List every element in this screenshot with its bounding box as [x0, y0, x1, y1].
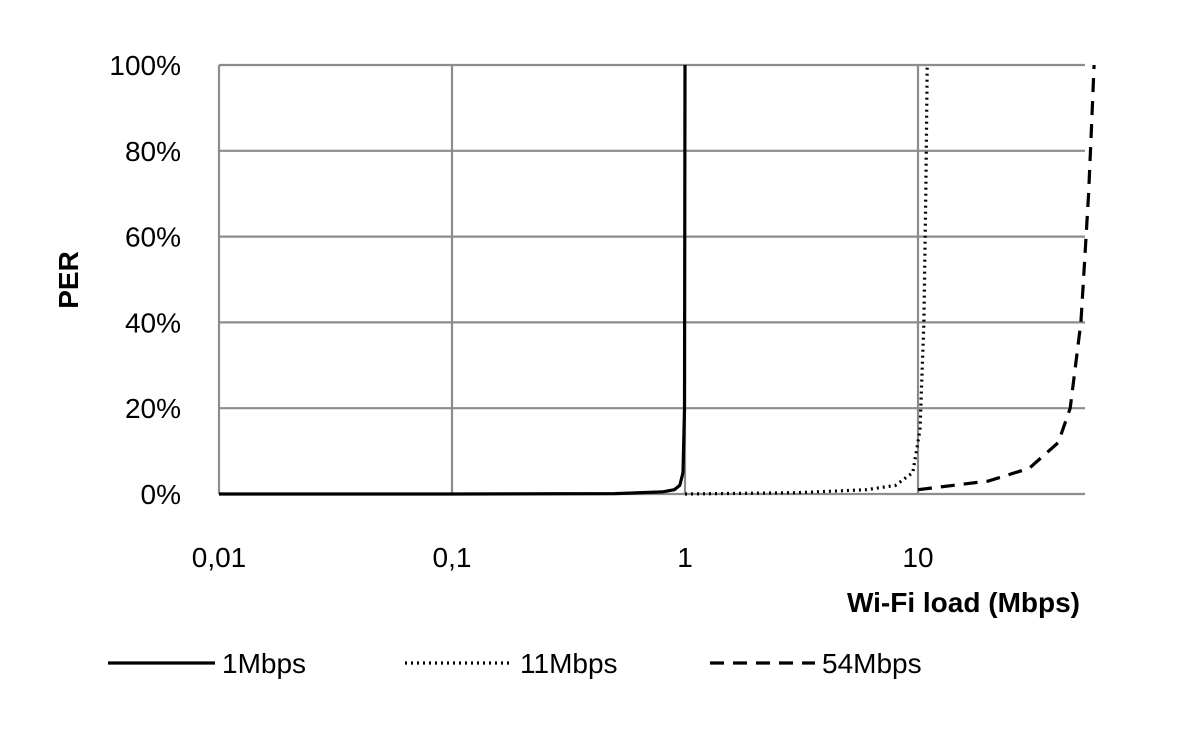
grid — [217, 63, 1085, 496]
legend-label-1Mbps: 1Mbps — [222, 648, 306, 679]
series-line-1Mbps — [219, 64, 687, 496]
y-tick-label: 100% — [109, 50, 181, 81]
x-axis-title: Wi-Fi load (Mbps) — [847, 587, 1080, 618]
y-tick-label: 0% — [141, 479, 181, 510]
series-layer — [219, 64, 1096, 496]
x-tick-label: 1 — [677, 542, 693, 573]
y-axis-title: PER — [53, 251, 84, 309]
x-tick-label: 10 — [902, 542, 933, 573]
y-axis-ticks: 0% 20% 40% 60% 80% 100% — [109, 50, 181, 510]
x-tick-label: 0,01 — [192, 542, 247, 573]
x-axis-ticks: 0,01 0,1 1 10 — [192, 542, 934, 573]
y-tick-label: 80% — [125, 136, 181, 167]
y-tick-label: 60% — [125, 222, 181, 253]
legend-label-54Mbps: 54Mbps — [822, 648, 922, 679]
y-tick-label: 20% — [125, 393, 181, 424]
legend: 1Mbps 11Mbps 54Mbps — [108, 648, 922, 679]
series-line-11Mbps — [684, 64, 929, 496]
y-tick-label: 40% — [125, 307, 181, 338]
legend-label-11Mbps: 11Mbps — [520, 648, 618, 679]
x-tick-label: 0,1 — [433, 542, 472, 573]
series-line-54Mbps — [917, 64, 1096, 492]
